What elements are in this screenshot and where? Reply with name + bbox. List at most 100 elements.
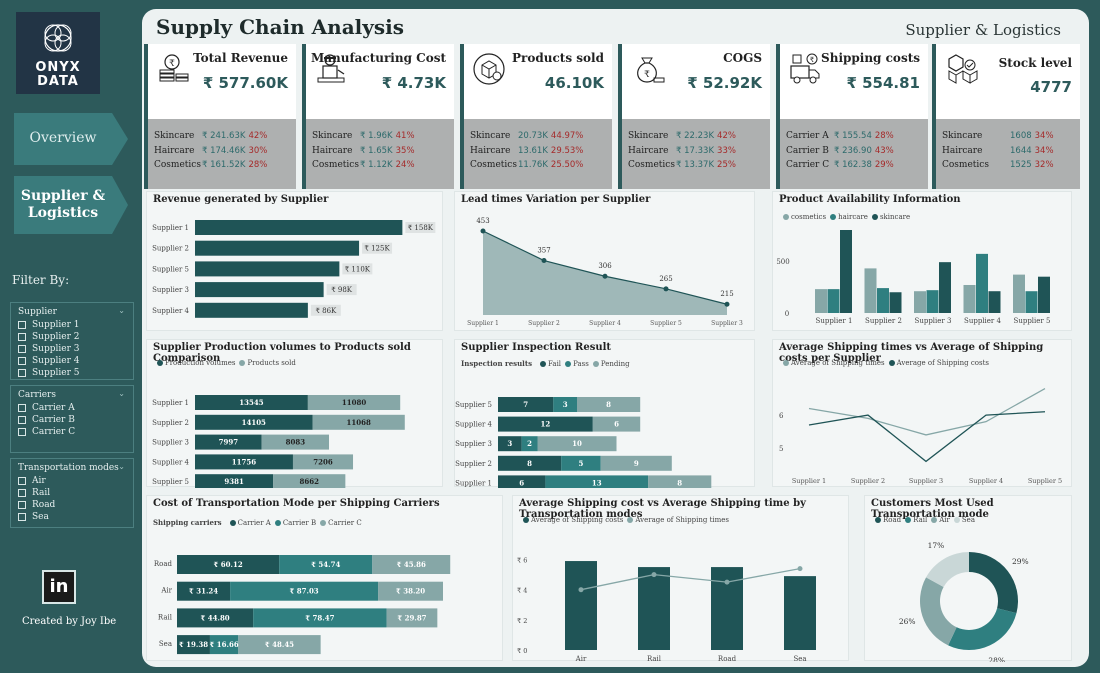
chevron-down-icon[interactable]: ⌄ <box>118 389 125 398</box>
bar[interactable] <box>195 395 308 410</box>
checkbox[interactable] <box>18 416 26 424</box>
legend-item[interactable]: Sea <box>961 516 975 524</box>
bar[interactable] <box>195 282 324 298</box>
data-point[interactable] <box>651 572 657 578</box>
filter-option[interactable]: Rail <box>18 487 126 499</box>
bar[interactable] <box>498 416 593 432</box>
bar[interactable] <box>914 291 926 313</box>
bar[interactable] <box>498 455 562 471</box>
data-point[interactable] <box>480 228 486 234</box>
legend-item[interactable]: Average of Shipping times <box>635 516 730 524</box>
bar[interactable] <box>195 454 293 470</box>
bar[interactable] <box>177 608 254 628</box>
data-point[interactable] <box>797 566 803 572</box>
legend-item[interactable]: Pending <box>600 359 630 368</box>
pie-slice[interactable] <box>969 552 1018 614</box>
bar[interactable] <box>273 474 346 488</box>
checkbox[interactable] <box>18 428 26 436</box>
pie-slice[interactable] <box>926 552 969 588</box>
filter-option[interactable]: Carrier C <box>18 426 126 438</box>
bar[interactable] <box>840 230 852 313</box>
bar[interactable] <box>261 434 329 450</box>
legend-item[interactable]: Products sold <box>247 359 296 367</box>
bar[interactable] <box>926 290 939 313</box>
bar[interactable] <box>648 475 712 488</box>
bar[interactable] <box>312 414 405 430</box>
legend-item[interactable]: Average of Shipping costs <box>531 516 624 524</box>
bar[interactable] <box>1038 276 1050 313</box>
bar[interactable] <box>498 397 554 412</box>
data-point[interactable] <box>602 273 608 279</box>
bar[interactable] <box>498 475 546 488</box>
bar[interactable] <box>195 414 313 430</box>
legend-item[interactable]: cosmetics <box>791 213 827 221</box>
checkbox[interactable] <box>18 333 26 341</box>
bar[interactable] <box>177 581 231 601</box>
legend-item[interactable]: Rail <box>913 516 928 524</box>
bar[interactable] <box>592 416 641 432</box>
legend-item[interactable]: Production volumes <box>165 359 236 367</box>
bar[interactable] <box>889 292 902 313</box>
data-point[interactable] <box>541 258 547 264</box>
nav-supplier-logistics-button[interactable]: Supplier & Logistics <box>14 176 128 234</box>
bar[interactable] <box>177 635 210 655</box>
checkbox[interactable] <box>18 345 26 353</box>
data-point[interactable] <box>724 301 730 307</box>
bar[interactable] <box>498 436 522 452</box>
bar[interactable] <box>1025 291 1038 313</box>
bar[interactable] <box>537 436 617 452</box>
bar[interactable] <box>600 455 672 471</box>
bar[interactable] <box>195 240 360 256</box>
bar[interactable] <box>378 581 443 601</box>
pie-slice[interactable] <box>948 608 1017 650</box>
legend-item[interactable]: Carrier A <box>237 518 271 527</box>
filter-option[interactable]: Supplier 1 <box>18 319 126 331</box>
checkbox[interactable] <box>18 513 26 521</box>
bar[interactable] <box>553 397 577 412</box>
bar[interactable] <box>784 576 816 650</box>
bar[interactable] <box>230 581 379 601</box>
bar[interactable] <box>292 454 354 470</box>
bar[interactable] <box>195 220 403 235</box>
series-line[interactable] <box>808 411 1046 463</box>
bar[interactable] <box>1013 274 1025 313</box>
checkbox[interactable] <box>18 501 26 509</box>
bar[interactable] <box>279 555 373 574</box>
checkbox[interactable] <box>18 357 26 365</box>
legend-item[interactable]: Pass <box>573 359 589 368</box>
chevron-down-icon[interactable]: ⌄ <box>118 462 125 471</box>
bar[interactable] <box>638 567 670 650</box>
checkbox[interactable] <box>18 489 26 497</box>
checkbox[interactable] <box>18 321 26 329</box>
bar[interactable] <box>561 455 601 471</box>
checkbox[interactable] <box>18 369 26 377</box>
bar[interactable] <box>545 475 649 488</box>
legend-item[interactable]: Carrier C <box>328 518 362 527</box>
bar[interactable] <box>521 436 538 452</box>
bar[interactable] <box>963 284 976 313</box>
filter-option[interactable]: Supplier 3 <box>18 343 126 355</box>
bar[interactable] <box>195 302 308 318</box>
bar[interactable] <box>307 395 401 410</box>
checkbox[interactable] <box>18 404 26 412</box>
bar[interactable] <box>195 474 274 488</box>
filter-option[interactable]: Road <box>18 499 126 511</box>
checkbox[interactable] <box>18 477 26 485</box>
data-point[interactable] <box>578 587 584 593</box>
legend-item[interactable]: Fail <box>548 359 562 368</box>
data-point[interactable] <box>663 286 669 292</box>
legend-item[interactable]: Air <box>939 516 950 524</box>
nav-overview-button[interactable]: Overview <box>14 113 128 165</box>
pie-slice[interactable] <box>920 577 957 646</box>
chevron-down-icon[interactable]: ⌄ <box>118 306 125 315</box>
bar[interactable] <box>386 608 438 628</box>
legend-item[interactable]: haircare <box>838 213 868 221</box>
filter-option[interactable]: Supplier 4 <box>18 355 126 367</box>
bar[interactable] <box>988 291 1001 313</box>
bar[interactable] <box>253 608 387 628</box>
legend-item[interactable]: Average of Shipping costs <box>896 359 990 367</box>
bar[interactable] <box>815 289 827 313</box>
bar[interactable] <box>195 261 340 277</box>
bar[interactable] <box>827 289 840 313</box>
legend-item[interactable]: Carrier B <box>282 518 317 527</box>
